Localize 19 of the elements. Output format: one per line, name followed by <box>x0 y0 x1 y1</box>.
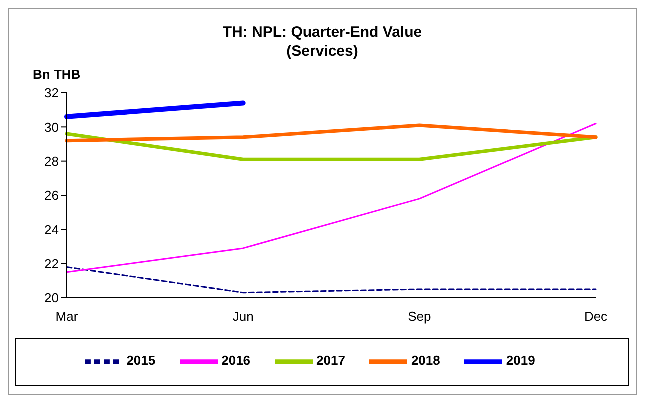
legend-label: 2019 <box>506 353 536 368</box>
y-axis-title: Bn THB <box>33 67 81 82</box>
line-series <box>66 123 597 274</box>
y-tick-label: 32 <box>44 86 59 101</box>
y-tick-label: 20 <box>44 290 59 306</box>
y-tick-label: 28 <box>44 154 59 169</box>
x-tick-label: Sep <box>408 309 432 324</box>
y-tick-label: 22 <box>44 256 59 272</box>
y-tick-label: 26 <box>44 188 59 204</box>
x-tick-label: Jun <box>232 309 254 324</box>
y-tick-label: 30 <box>44 120 59 135</box>
legend-label: 2017 <box>316 353 346 368</box>
legend-label: 2018 <box>411 353 440 368</box>
x-tick-label: Dec <box>584 309 608 324</box>
legend-label: 2015 <box>126 353 156 368</box>
legend-label: 2016 <box>222 353 251 368</box>
x-tick-label: Mar <box>56 309 79 324</box>
y-tick-label: 24 <box>44 222 59 238</box>
chart-title: TH: NPL: Quarter-End Value (Services) <box>222 23 424 61</box>
